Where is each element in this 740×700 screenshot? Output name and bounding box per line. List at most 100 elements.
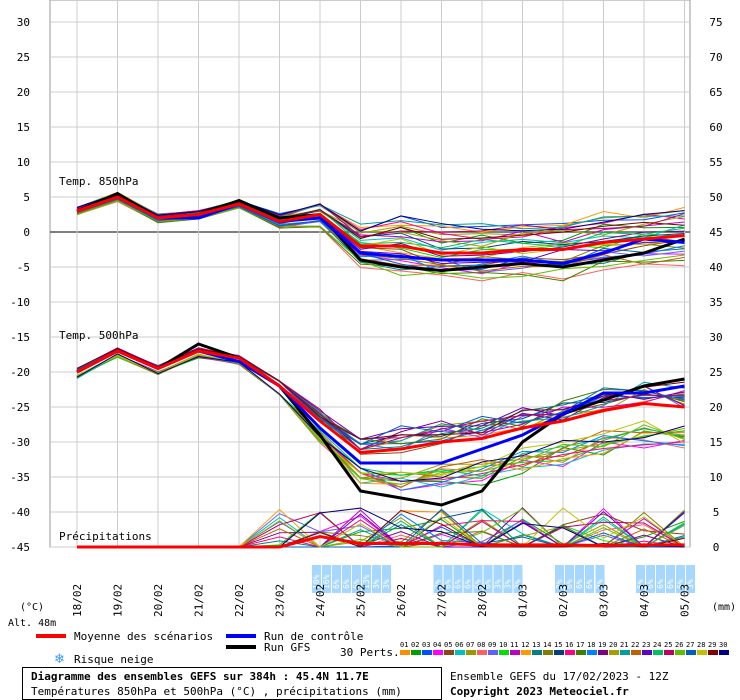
right-tick-label: 40 [709, 261, 722, 274]
x-date-label: 18/02 [71, 584, 84, 617]
perturbation-id-label: 20 [609, 641, 617, 649]
perturbation-id-label: 23 [642, 641, 650, 649]
perturbation-id-label: 03 [422, 641, 430, 649]
perturbation-color-swatch [642, 650, 652, 655]
snow-risk-bar [483, 565, 493, 593]
perturbation-06-t500 [76, 354, 685, 488]
perturbation-color-swatch [631, 650, 641, 655]
right-unit-label: (mm) [712, 602, 736, 613]
perturbation-color-swatch [609, 650, 619, 655]
precip-section-label: Précipitations [59, 530, 152, 543]
perturbation-color-swatch [675, 650, 685, 655]
footer-title: Diagramme des ensembles GEFS sur 384h : … [31, 670, 369, 683]
perturbation-color-swatch [719, 650, 729, 655]
gfs-t500-line [76, 342, 685, 507]
perturbation-color-swatch [510, 650, 520, 655]
snow-risk-percent: 16% [322, 574, 331, 589]
perturbation-color-swatch [400, 650, 410, 655]
perturbation-id-label: 27 [686, 641, 694, 649]
snow-risk-percent: 3% [434, 579, 443, 589]
perturbation-color-swatch [543, 650, 553, 655]
perturbation-id-label: 22 [631, 641, 639, 649]
perturbation-id-label: 25 [664, 641, 672, 649]
perturbation-id-label: 29 [708, 641, 716, 649]
perturbation-color-swatch [697, 650, 707, 655]
left-tick-label: -45 [10, 541, 30, 554]
left-axis: 30 25 20 15 10 5 0 -5 -10 -15 -20 -25 -30 -35 -40 -45 [10, 16, 30, 554]
perturbation-12-t500 [76, 354, 685, 485]
perturbation-id-label: 07 [466, 641, 474, 649]
snow-risk-bar [585, 565, 594, 593]
perturbation-id-label: 04 [433, 641, 441, 649]
legend-snow-label: Risque neige [74, 653, 153, 666]
x-date-label: 19/02 [112, 584, 125, 617]
mean-precip-line [77, 534, 685, 549]
snow-risk-bar [666, 565, 675, 593]
perturbation-id-label: 12 [521, 641, 529, 649]
perturbation-id-label: 18 [587, 641, 595, 649]
perturbation-id-label: 06 [455, 641, 463, 649]
snow-risk-percent: 13% [362, 574, 371, 589]
perturbation-id-label: 19 [598, 641, 606, 649]
snow-risk-percent: 6% [444, 579, 453, 589]
snow-risk-bar [473, 565, 483, 593]
perturbation-id-label: 17 [576, 641, 584, 649]
snow-risk-percent: 3% [555, 579, 564, 589]
perturbation-color-swatch [499, 650, 509, 655]
right-tick-label: 30 [709, 331, 722, 344]
left-tick-label: 25 [17, 51, 30, 64]
snow-risk-bar [312, 565, 321, 593]
right-tick-label: 20 [709, 401, 722, 414]
perturbation-26-t500 [76, 353, 685, 485]
perturbation-id-label: 28 [697, 641, 705, 649]
perturbation-id-label: 09 [488, 641, 496, 649]
snow-risk-bar [382, 565, 391, 593]
snow-risk-percent: 6% [676, 579, 685, 589]
right-tick-label: 15 [709, 436, 722, 449]
snow-risk-row: 10% 16% 6% 6% 6% 13% 3% 3% 3% 6% 6% 6% 6% 6% 3% 3% 3% 3% 6… [312, 565, 695, 593]
snow-risk-percent: 3% [372, 579, 381, 589]
perturbation-color-swatch [576, 650, 586, 655]
snow-risk-percent: 3% [686, 579, 695, 589]
grid-lines [49, 0, 691, 548]
x-date-label: 04/03 [638, 584, 651, 617]
perturbation-11-t850 [76, 195, 685, 243]
right-tick-label: 70 [709, 51, 722, 64]
perturbation-30-t500 [76, 353, 685, 482]
left-unit-label: (°C) [20, 602, 44, 613]
left-tick-label: -30 [10, 436, 30, 449]
mean-t500-line [76, 349, 685, 455]
altitude-label: Alt. 48m [8, 618, 56, 629]
x-date-label: 01/03 [517, 584, 530, 617]
snow-risk-bar [493, 565, 503, 593]
perturbation-color-swatch [708, 650, 718, 655]
snow-risk-percent: 6% [656, 579, 665, 589]
perturbation-color-swatch [587, 650, 597, 655]
snow-risk-percent: 6% [636, 579, 645, 589]
perturbation-id-label: 24 [653, 641, 661, 649]
legend-control-label: Run de contrôle [264, 630, 363, 643]
x-date-labels: 18/02 19/02 20/02 21/02 22/02 23/02 24/02 25/02… [71, 584, 692, 617]
x-date-label: 25/02 [355, 584, 368, 617]
snow-risk-bar [555, 565, 564, 593]
snow-risk-bar [453, 565, 463, 593]
snow-risk-bar [656, 565, 665, 593]
perturbation-28-t500 [76, 353, 685, 476]
snow-risk-percent: 10% [312, 574, 321, 589]
perturbation-color-swatch [411, 650, 421, 655]
t850-section-label: Temp. 850hPa [59, 175, 138, 188]
perturbation-04-t500 [76, 356, 685, 491]
legend-mean-label: Moyenne des scénarios [74, 630, 213, 643]
snow-risk-bar [362, 565, 371, 593]
perturbation-color-swatch [664, 650, 674, 655]
right-tick-label: 10 [709, 471, 722, 484]
left-tick-label: -35 [10, 471, 30, 484]
right-tick-label: 25 [709, 366, 722, 379]
perturbation-id-label: 02 [411, 641, 419, 649]
perturbation-color-swatch [653, 650, 663, 655]
snow-risk-percent: 6% [666, 579, 675, 589]
control-t850-line [76, 195, 685, 266]
snow-risk-bar [595, 565, 605, 593]
snow-risk-bar [332, 565, 341, 593]
